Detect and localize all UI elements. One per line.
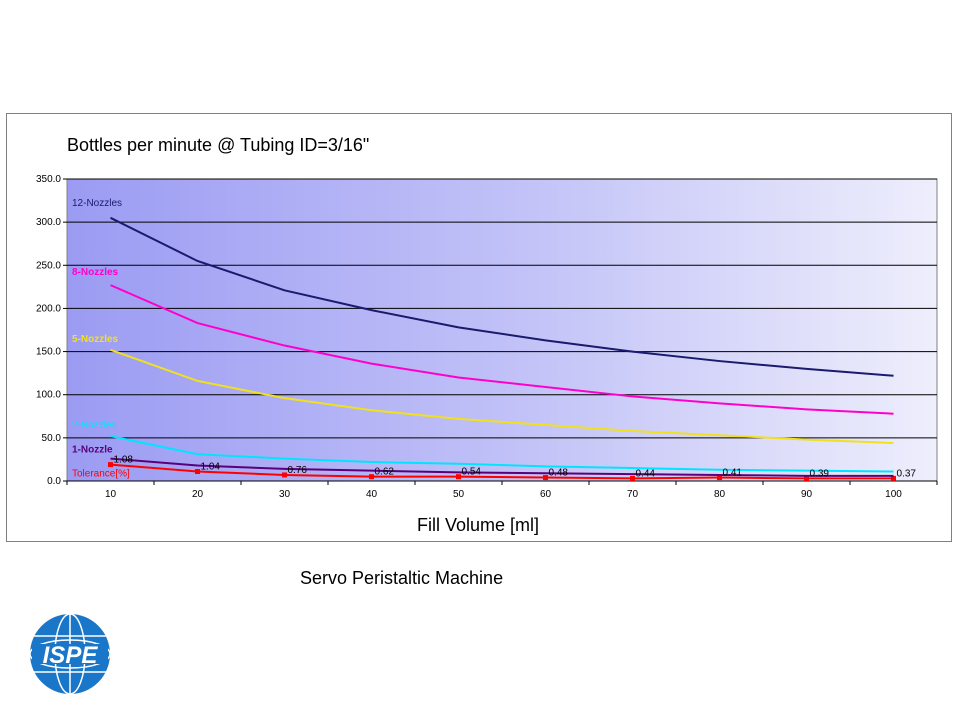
x-tick-label: 100 xyxy=(885,489,902,500)
x-axis-ticks: 10 20 30 40 50 60 70 80 90 100 xyxy=(66,481,938,500)
y-tick-label: 250.0 xyxy=(36,260,61,271)
tolerance-marker xyxy=(195,469,200,475)
tolerance-marker xyxy=(108,462,113,468)
logo-text: ISPE xyxy=(43,642,99,669)
series-label-12-nozzles: 12-Nozzles xyxy=(72,198,122,209)
chart-svg: Bottles per minute @ Tubing ID=3/16" 0.0… xyxy=(36,135,938,535)
tolerance-marker xyxy=(369,474,374,480)
series-label-1-nozzle: 1-Nozzle xyxy=(72,445,113,456)
series-label-tolerance: Tolerance[%] xyxy=(72,469,130,480)
tolerance-marker xyxy=(891,475,896,481)
x-tick-label: 60 xyxy=(540,489,552,500)
y-tick-label: 100.0 xyxy=(36,390,61,401)
tolerance-marker xyxy=(630,475,635,481)
ispe-logo: ISPE xyxy=(29,613,111,695)
tolerance-data-label: 0.39 xyxy=(810,468,830,479)
series-label-5-nozzles: 5-Nozzles xyxy=(72,334,119,345)
series-label-8-nozzles: 8-Nozzles xyxy=(72,267,119,278)
tolerance-data-label: 0.62 xyxy=(375,467,395,478)
tolerance-marker xyxy=(717,475,722,481)
tolerance-data-label: 1.04 xyxy=(201,462,221,473)
series-line-5-nozzles xyxy=(110,348,894,445)
series-line-1-nozzle xyxy=(110,457,894,477)
chart-frame: Bottles per minute @ Tubing ID=3/16" 0.0… xyxy=(6,113,952,542)
tolerance-data-label: 0.41 xyxy=(723,468,743,479)
y-tick-label: 300.0 xyxy=(36,217,61,228)
x-tick-label: 20 xyxy=(192,489,204,500)
x-tick-label: 10 xyxy=(105,489,117,500)
y-tick-label: 350.0 xyxy=(36,174,61,185)
tolerance-data-label: 0.54 xyxy=(462,467,482,478)
x-tick-label: 50 xyxy=(453,489,465,500)
tolerance-data-label: 0.44 xyxy=(636,468,656,479)
series-label-2-nozzles: 2-Nozzles xyxy=(72,420,116,431)
x-tick-label: 70 xyxy=(627,489,639,500)
series-line-12-nozzles xyxy=(110,216,894,377)
x-tick-label: 30 xyxy=(279,489,291,500)
chart-title: Bottles per minute @ Tubing ID=3/16" xyxy=(67,135,369,155)
tolerance-marker xyxy=(543,475,548,481)
x-tick-label: 80 xyxy=(714,489,726,500)
y-axis-ticks: 0.0 50.0 100.0 150.0 200.0 250.0 300.0 350.0 xyxy=(36,174,67,487)
series-line-tolerance xyxy=(110,463,894,480)
tolerance-marker xyxy=(282,472,287,478)
tolerance-marker xyxy=(804,475,809,481)
x-tick-label: 40 xyxy=(366,489,378,500)
tolerance-data-label: 0.37 xyxy=(897,468,917,479)
series-line-8-nozzles xyxy=(110,284,894,415)
x-axis-title: Fill Volume [ml] xyxy=(417,515,539,535)
plot-area xyxy=(66,178,938,482)
tolerance-marker xyxy=(456,474,461,480)
y-tick-label: 50.0 xyxy=(42,433,62,444)
series-labels: 1.08 1.04 0.76 0.62 0.54 0.48 0.44 0.41 0.39 0.37… xyxy=(72,198,916,480)
y-tick-label: 150.0 xyxy=(36,347,61,358)
x-tick-label: 90 xyxy=(801,489,813,500)
tolerance-data-label: 0.48 xyxy=(549,468,569,479)
globe-icon xyxy=(29,613,111,695)
y-tick-label: 200.0 xyxy=(36,303,61,314)
series-lines xyxy=(108,216,896,481)
tolerance-data-label: 1.08 xyxy=(114,455,134,466)
caption: Servo Peristaltic Machine xyxy=(300,568,504,588)
tolerance-data-label: 0.76 xyxy=(288,465,308,476)
y-tick-label: 0.0 xyxy=(47,476,61,487)
series-line-2-nozzles xyxy=(110,435,894,473)
